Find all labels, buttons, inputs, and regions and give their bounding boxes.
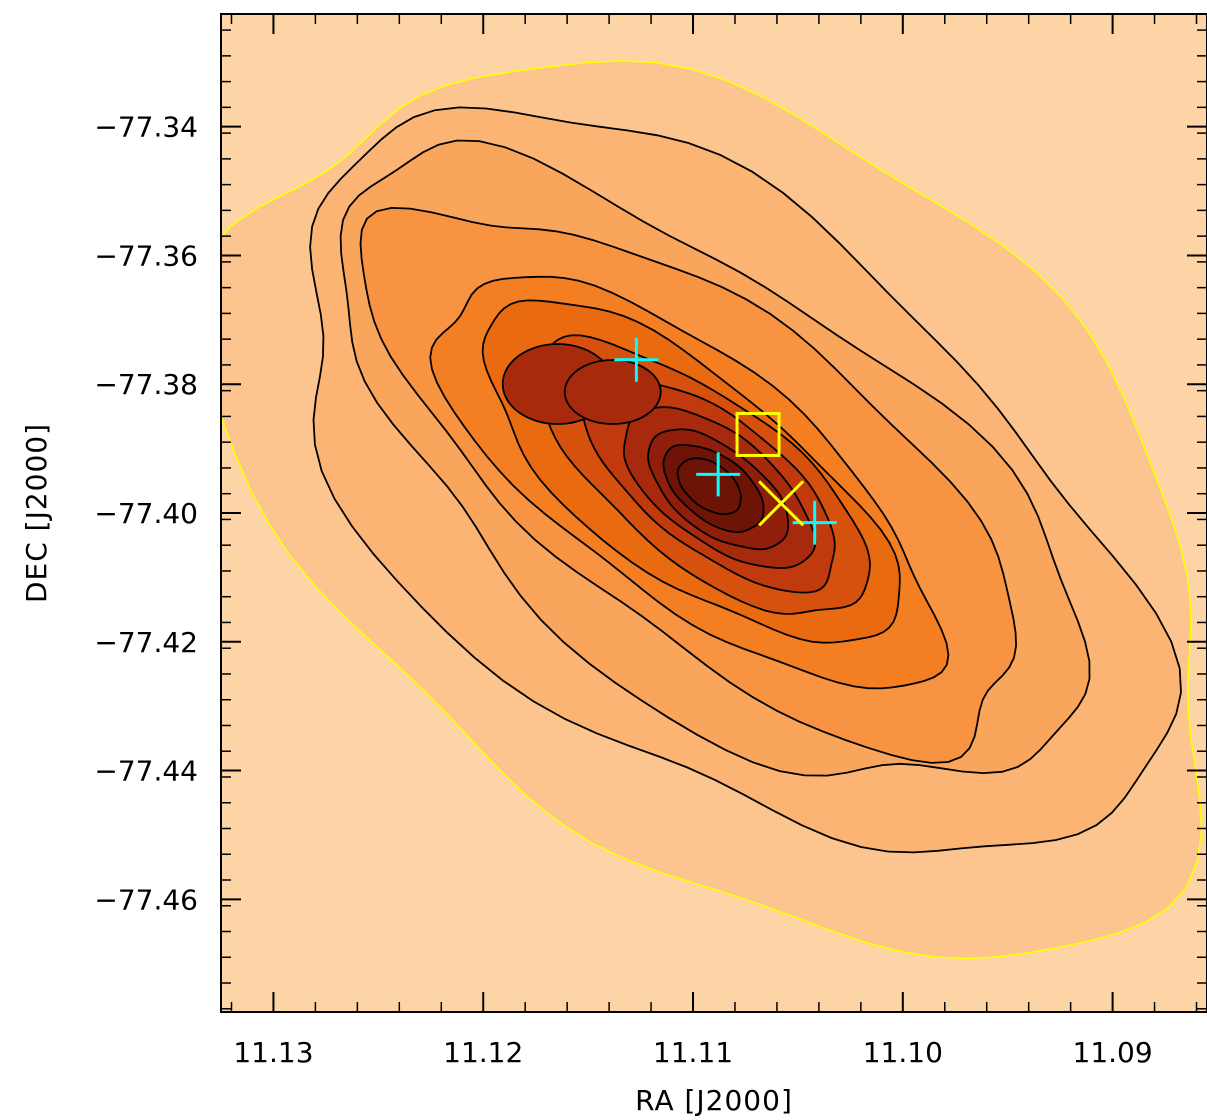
x-tick-label-0: 11.13: [233, 1036, 313, 1069]
y-tick-label-6: −77.46: [94, 883, 198, 916]
x-tick-label-2: 11.11: [653, 1036, 733, 1069]
contour-line-10: [647, 428, 790, 551]
axis-ticks: [221, 14, 1207, 1012]
y-axis-title: DEC [J2000]: [20, 423, 53, 603]
contour-line-4: [359, 206, 1018, 764]
y-tick-label-4: −77.42: [94, 626, 198, 659]
x-axis-tick-labels: 11.13 11.12 11.11 11.10 11.09: [233, 1036, 1152, 1069]
contour-line-5: [429, 275, 950, 690]
contour-line-1: [221, 59, 1203, 960]
contour-line-12: [676, 457, 742, 515]
x-axis-title: RA [J2000]: [635, 1084, 793, 1117]
contour-line-3: [339, 139, 1091, 777]
filled-contour-levels: [221, 14, 1207, 1012]
marker-plus-1: [614, 337, 659, 382]
y-axis-tick-labels: −77.34 −77.36 −77.38 −77.40 −77.42 −77.44 −77.…: [94, 111, 198, 917]
x-tick-label-3: 11.10: [863, 1036, 943, 1069]
source-markers: [614, 337, 837, 545]
contour-line-6: [481, 299, 901, 644]
y-tick-label-3: −77.40: [94, 497, 198, 530]
y-tick-label-2: −77.38: [94, 368, 198, 401]
contour-line-2: [309, 106, 1182, 854]
y-tick-label-1: −77.36: [94, 239, 198, 272]
plot-area: [221, 14, 1207, 1012]
y-tick-label-5: −77.44: [94, 755, 198, 788]
x-tick-label-1: 11.12: [443, 1036, 523, 1069]
marker-square-4: [735, 411, 781, 457]
marker-cross-5: [758, 480, 805, 527]
marker-plus-2: [696, 452, 741, 497]
y-tick-label-0: −77.34: [94, 111, 198, 144]
secondary-peak-2: [563, 359, 662, 425]
x-tick-label-4: 11.09: [1073, 1036, 1153, 1069]
contour-line-11: [662, 443, 765, 534]
